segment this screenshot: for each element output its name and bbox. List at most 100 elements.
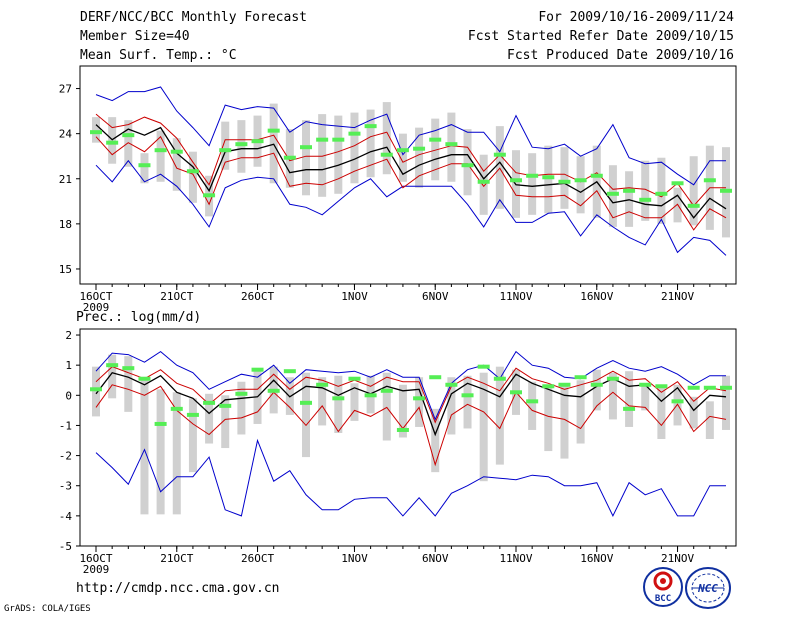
precip-xtick-label: 1NOV xyxy=(341,552,368,565)
temp-observed-mark xyxy=(90,130,102,135)
temp-xtick-label: 16OCT xyxy=(79,290,112,303)
precip-observed-mark xyxy=(396,427,409,432)
temp-observed-mark xyxy=(720,188,732,193)
temp-spread-box xyxy=(366,109,375,178)
precip-observed-mark xyxy=(203,400,216,405)
temp-spread-box xyxy=(140,153,149,184)
temp-observed-mark xyxy=(332,137,345,142)
temp-observed-mark xyxy=(348,131,361,136)
temp-xtick-label: 11NOV xyxy=(499,290,532,303)
source-url[interactable]: http://cmdp.ncc.cma.gov.cn xyxy=(76,581,280,596)
temp-spread-box xyxy=(172,138,181,191)
precip-xtick-label: 11NOV xyxy=(499,552,532,565)
temp-observed-mark xyxy=(655,191,668,196)
precip-xtick-label: 16OCT xyxy=(79,552,112,565)
temp-xtick-year: 2009 xyxy=(83,301,110,314)
temp-spread-box xyxy=(689,156,698,226)
precip-spread-box xyxy=(92,366,100,417)
temp-xtick-label: 1NOV xyxy=(341,290,368,303)
temp-observed-mark xyxy=(606,191,619,196)
precip-spread-box xyxy=(108,354,117,399)
temp-observed-mark xyxy=(283,155,296,160)
temp-spread-box xyxy=(269,103,278,184)
bcc-logo-text: BCC xyxy=(655,594,671,604)
temp-xtick-label: 21NOV xyxy=(661,290,694,303)
temp-spread-box xyxy=(544,145,553,214)
precip-observed-mark xyxy=(348,376,361,381)
ncc-logo-text: NCC xyxy=(697,582,718,595)
precip-observed-mark xyxy=(510,390,522,395)
temp-spread-box xyxy=(350,112,359,184)
precip-xtick-label: 16NOV xyxy=(580,552,613,565)
precip-spread-box xyxy=(447,377,456,435)
temp-spread-box xyxy=(657,157,666,224)
ncc-logo: NCC xyxy=(685,567,731,609)
temp-observed-mark xyxy=(461,163,474,168)
temp-observed-mark xyxy=(203,193,216,198)
forecast-period: For 2009/10/16-2009/11/24 xyxy=(538,10,734,25)
temp-line-upper xyxy=(95,113,726,207)
temp-ytick-label: 15 xyxy=(59,263,72,276)
temp-spread-box xyxy=(334,115,343,194)
temp-line-min xyxy=(95,159,727,256)
temp-observed-mark xyxy=(558,179,571,184)
precip-observed-mark xyxy=(267,388,280,393)
precip-observed-mark xyxy=(332,396,345,401)
precip-spread-box xyxy=(592,369,601,411)
precip-ytick-label: -4 xyxy=(59,510,73,523)
temp-observed-mark xyxy=(445,142,458,147)
precip-spread-box xyxy=(188,398,197,473)
precip-xtick-label: 26OCT xyxy=(241,552,274,565)
precip-spread-box xyxy=(172,392,181,515)
precip-xtick-year: 2009 xyxy=(83,563,110,576)
precip-spread-box xyxy=(641,383,650,411)
temp-spread-box xyxy=(237,120,246,173)
precip-line-mean xyxy=(95,371,727,437)
precip-line-upper xyxy=(95,366,727,424)
temp-spread-box xyxy=(302,120,310,196)
temp-spread-box xyxy=(479,154,488,215)
temp-spread-box xyxy=(156,130,165,182)
precip-spread-box xyxy=(382,372,391,441)
precip-spread-box xyxy=(625,371,634,427)
temp-spread-box xyxy=(124,120,133,167)
temp-spread-box xyxy=(641,160,650,221)
temp-observed-mark xyxy=(396,148,409,153)
temp-spread-box xyxy=(415,127,424,188)
temp-observed-mark xyxy=(380,152,393,157)
precip-observed-mark xyxy=(703,385,716,390)
temp-spread-box xyxy=(463,129,472,196)
precip-spread-box xyxy=(350,383,359,421)
temp-observed-mark xyxy=(170,149,183,154)
temp-spread-box xyxy=(447,112,456,182)
precip-observed-mark xyxy=(623,406,636,411)
precip-line-min xyxy=(95,438,726,518)
temp-observed-mark xyxy=(267,128,280,133)
precip-spread-box xyxy=(205,393,214,444)
temp-observed-mark xyxy=(138,163,151,168)
precip-observed-mark xyxy=(687,385,700,390)
precip-spread-box xyxy=(576,380,585,444)
temp-spread-box xyxy=(431,118,440,181)
precip-observed-mark xyxy=(364,393,377,398)
precip-observed-mark xyxy=(429,375,442,380)
temp-xtick-label: 6NOV xyxy=(422,290,449,303)
temp-observed-mark xyxy=(526,173,539,178)
temp-xtick-label: 21OCT xyxy=(160,290,193,303)
temp-observed-mark xyxy=(106,140,119,145)
precip-spread-box xyxy=(560,386,569,459)
precip-observed-mark xyxy=(154,421,167,426)
precip-spread-box xyxy=(237,381,246,435)
precip-observed-mark xyxy=(542,384,555,389)
temp-observed-mark xyxy=(413,146,426,151)
temp-line-mean xyxy=(95,124,727,219)
variable-label: Mean Surf. Temp.: °C xyxy=(80,48,237,63)
precip-observed-mark xyxy=(671,399,684,404)
precip-observed-mark xyxy=(90,387,102,392)
temp-observed-mark xyxy=(639,197,652,202)
precip-observed-mark xyxy=(493,376,506,381)
temp-line-lower xyxy=(95,135,727,231)
precip-spread-box xyxy=(302,372,310,458)
precip-observed-mark xyxy=(639,382,652,387)
